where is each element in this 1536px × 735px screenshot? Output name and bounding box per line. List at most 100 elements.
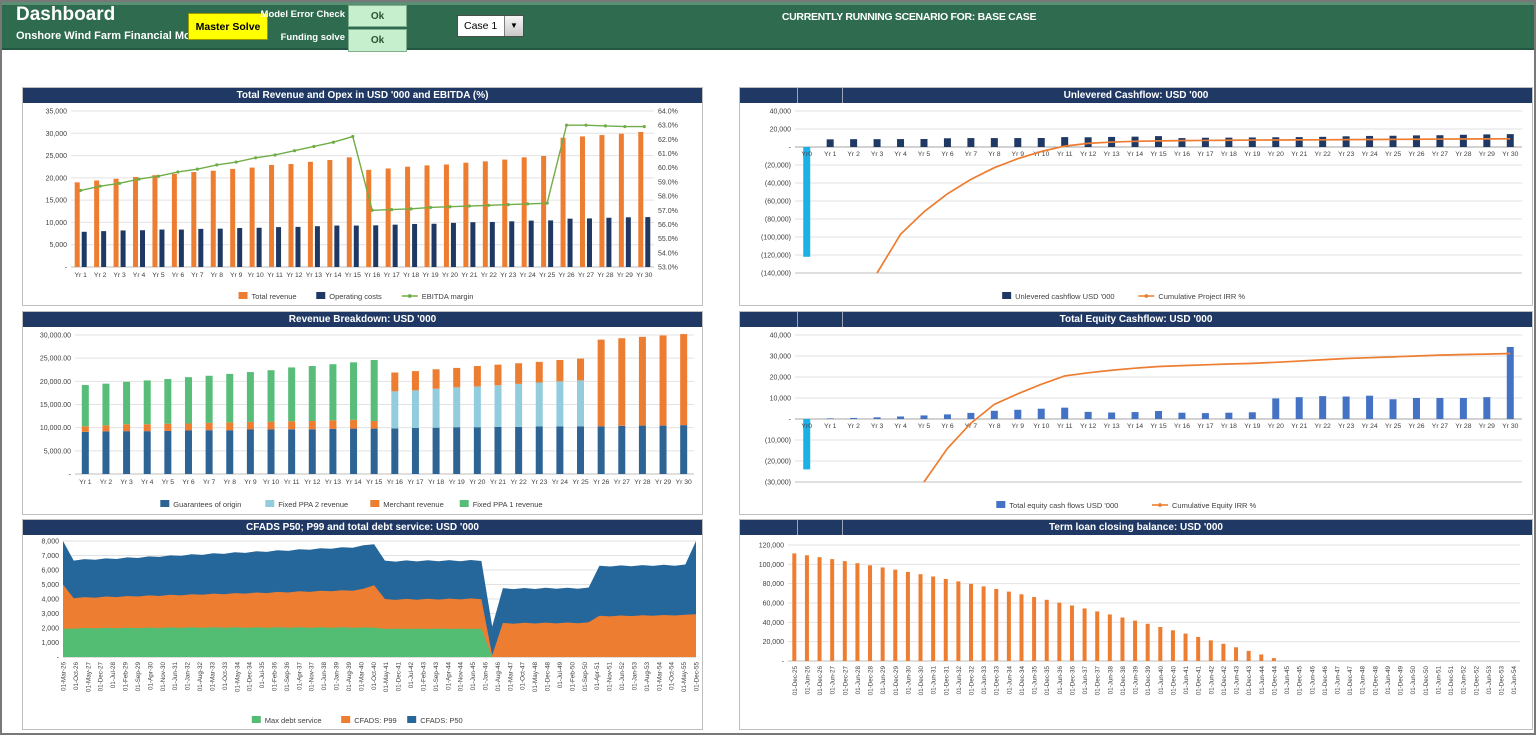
svg-text:Yr 4: Yr 4	[141, 479, 154, 486]
dropdown-arrow-icon[interactable]: ▼	[504, 16, 523, 36]
svg-text:01-Jun-33: 01-Jun-33	[981, 666, 988, 695]
svg-text:01-Jun-36: 01-Jun-36	[1057, 666, 1064, 695]
svg-text:Yr 16: Yr 16	[1174, 151, 1190, 158]
svg-text:40,000: 40,000	[770, 109, 792, 116]
svg-text:63.0%: 63.0%	[658, 123, 678, 130]
svg-text:Yr 13: Yr 13	[325, 479, 341, 486]
svg-text:Yr0: Yr0	[801, 151, 812, 158]
svg-text:60,000: 60,000	[763, 601, 785, 608]
svg-text:01-May-34: 01-May-34	[234, 662, 241, 693]
svg-text:20,000: 20,000	[770, 375, 792, 382]
svg-text:Yr 4: Yr 4	[894, 423, 907, 430]
chart-title-equity-cashflow: Total Equity Cashflow: USD '000	[740, 312, 1532, 327]
svg-text:Yr 2: Yr 2	[100, 479, 113, 486]
cfads-chart: 8,000 7,000 6,000 5,000 4,000 3,000 2,000 1,000…	[23, 535, 702, 729]
svg-text:01-Dec-36: 01-Dec-36	[1069, 666, 1076, 696]
svg-text:01-Jun-30: 01-Jun-30	[905, 666, 912, 695]
svg-text:01-Jun-44: 01-Jun-44	[1259, 666, 1266, 695]
svg-text:Yr 20: Yr 20	[1268, 423, 1284, 430]
svg-text:01-May-55: 01-May-55	[681, 662, 688, 693]
svg-text:01-Jan-46: 01-Jan-46	[483, 662, 490, 691]
svg-text:30,000.00: 30,000.00	[40, 333, 71, 340]
svg-text:20,000: 20,000	[770, 127, 792, 134]
svg-text:(120,000): (120,000)	[761, 253, 791, 260]
svg-text:Yr 17: Yr 17	[407, 479, 423, 486]
svg-text:Yr 24: Yr 24	[552, 479, 568, 486]
legend-item: Cumulative Equity IRR %	[1152, 501, 1257, 510]
svg-text:Yr 27: Yr 27	[614, 479, 630, 486]
svg-text:Yr 3: Yr 3	[120, 479, 133, 486]
svg-text:01-Jul-35: 01-Jul-35	[259, 662, 266, 689]
svg-text:Unlevered cashflow USD '000: Unlevered cashflow USD '000	[1015, 292, 1114, 301]
svg-text:01-Oct-47: 01-Oct-47	[520, 662, 527, 690]
svg-text:Yr 11: Yr 11	[1057, 423, 1073, 430]
svg-text:01-Jun-40: 01-Jun-40	[1158, 666, 1165, 695]
svg-text:01-Feb-50: 01-Feb-50	[569, 662, 576, 692]
svg-text:3,000: 3,000	[41, 611, 59, 618]
unlevered-cashflow-svg: 40,000 20,000 - (20,000) (40,000) (60,000) (80…	[761, 109, 1522, 301]
svg-text:10,000: 10,000	[770, 396, 792, 403]
term-loan-balance-svg: 120,000100,00080,00060,00040,00020,000-0…	[759, 543, 1520, 696]
svg-text:01-Jan-39: 01-Jan-39	[334, 662, 341, 691]
svg-text:Yr 22: Yr 22	[510, 479, 526, 486]
model-error-check-label: Model Error Check	[260, 9, 345, 20]
svg-text:Yr 15: Yr 15	[1150, 151, 1166, 158]
legend-item: Max debt service	[251, 716, 322, 725]
svg-text:120,000: 120,000	[759, 543, 784, 550]
svg-text:01-Aug-39: 01-Aug-39	[346, 662, 353, 692]
revenue-breakdown-svg: 30,000.00 25,000.00 20,000.00 15,000.00 10,0…	[40, 333, 694, 509]
svg-text:01-Jun-35: 01-Jun-35	[1032, 666, 1039, 695]
svg-text:6,000: 6,000	[41, 568, 59, 575]
funding-solve-status: Ok	[348, 29, 407, 52]
svg-text:25,000.00: 25,000.00	[40, 356, 71, 363]
svg-text:Yr 2: Yr 2	[94, 272, 107, 279]
svg-text:01-Jun-28: 01-Jun-28	[855, 666, 862, 695]
chart-panel-term-loan: Term loan closing balance: USD '000 120,…	[739, 519, 1533, 730]
svg-text:(40,000): (40,000)	[765, 181, 791, 188]
svg-text:Yr 4: Yr 4	[894, 151, 907, 158]
svg-text:20,000.00: 20,000.00	[40, 379, 71, 386]
svg-text:Yr 17: Yr 17	[1197, 151, 1213, 158]
svg-text:01-Dec-51: 01-Dec-51	[1448, 666, 1455, 696]
svg-text:30,000: 30,000	[46, 131, 68, 138]
svg-text:Cumulative Project IRR %: Cumulative Project IRR %	[1158, 292, 1245, 301]
case-selector[interactable]: Case 1 ▼	[457, 15, 524, 37]
svg-text:(100,000): (100,000)	[761, 235, 791, 242]
svg-text:Yr 25: Yr 25	[1385, 151, 1401, 158]
revenue-opex-chart: 35,000 30,000 25,000 20,000 15,000 10,000 5,00…	[23, 103, 702, 305]
svg-text:01-Apr-44: 01-Apr-44	[445, 662, 452, 690]
svg-text:01-Jun-43: 01-Jun-43	[1234, 666, 1241, 695]
svg-text:Yr 7: Yr 7	[203, 479, 216, 486]
revenue-opex-ebitda-svg: 35,000 30,000 25,000 20,000 15,000 10,000 5,00…	[46, 109, 678, 302]
svg-text:01-Dec-25: 01-Dec-25	[792, 666, 799, 696]
svg-text:01-Oct-33: 01-Oct-33	[222, 662, 229, 690]
svg-text:01-Feb-43: 01-Feb-43	[420, 662, 427, 692]
scenario-banner: CURRENTLY RUNNING SCENARIO FOR: BASE CAS…	[781, 11, 1037, 23]
svg-text:01-Jun-26: 01-Jun-26	[804, 666, 811, 695]
svg-text:01-Jun-37: 01-Jun-37	[1082, 666, 1089, 695]
svg-text:Yr 30: Yr 30	[636, 272, 652, 279]
svg-text:01-Jun-48: 01-Jun-48	[1360, 666, 1367, 695]
svg-text:Yr 3: Yr 3	[871, 151, 884, 158]
term-loan-chart: 120,000 100,000 80,000 60,000 40,000 20,000-0…	[740, 535, 1532, 729]
svg-text:Yr 27: Yr 27	[1432, 423, 1448, 430]
legend-item: Fixed PPA 2 revenue	[265, 500, 348, 509]
svg-text:01-May-48: 01-May-48	[532, 662, 539, 693]
legend-item: Merchant revenue	[370, 500, 444, 509]
svg-text:01-Jun-54: 01-Jun-54	[1511, 666, 1518, 695]
svg-text:01-Feb-36: 01-Feb-36	[272, 662, 279, 692]
svg-text:01-Jun-53: 01-Jun-53	[1486, 666, 1493, 695]
svg-text:62.0%: 62.0%	[658, 137, 678, 144]
svg-text:Yr 10: Yr 10	[1033, 151, 1049, 158]
svg-text:Yr 20: Yr 20	[1268, 151, 1284, 158]
svg-text:80,000: 80,000	[763, 581, 785, 588]
svg-text:Yr 1: Yr 1	[79, 479, 92, 486]
master-solve-button[interactable]: Master Solve	[188, 13, 268, 40]
svg-text:01-Dec-52: 01-Dec-52	[1473, 666, 1480, 696]
equity-cashflow-chart: 40,000 30,000 20,000 10,000 - (10,000) (20,000…	[740, 327, 1532, 514]
svg-text:01-Dec-41: 01-Dec-41	[1196, 666, 1203, 696]
svg-text:Yr 21: Yr 21	[461, 272, 477, 279]
svg-text:Yr 23: Yr 23	[500, 272, 516, 279]
svg-text:7,000: 7,000	[41, 553, 59, 560]
svg-text:4,000: 4,000	[41, 597, 59, 604]
